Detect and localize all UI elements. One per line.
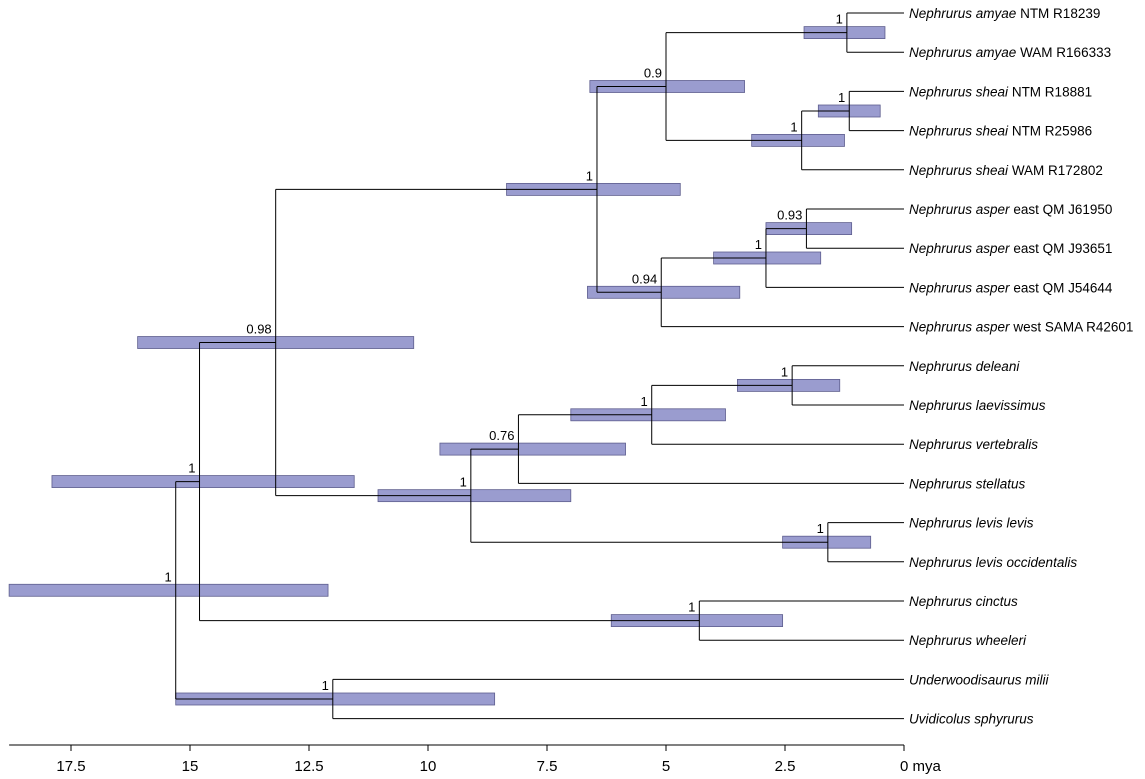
tip-label: Nephrurus levis occidentalis [909,555,1077,570]
tip-taxon-name: Nephrurus asper [909,241,1010,256]
tip-label: Nephrurus amyae WAM R166333 [909,45,1111,60]
tip-label: Nephrurus sheai NTM R25986 [909,124,1092,139]
tip-label: Nephrurus stellatus [909,476,1026,491]
tip-taxon-name: Nephrurus asper [909,202,1010,217]
tip-label: Nephrurus amyae NTM R18239 [909,6,1100,21]
tip-taxon-name: Underwoodisaurus milii [909,672,1050,687]
tip-label: Nephrurus asper east QM J61950 [909,202,1112,217]
support-value-cin_whe: 1 [688,600,695,615]
tip-taxon-name: Nephrurus stellatus [909,476,1026,491]
tip-taxon-name: Nephrurus amyae [909,45,1016,60]
support-value-amy_sheai: 0.9 [644,66,662,81]
support-value-asp_b: 1 [755,237,762,252]
tip-label: Nephrurus sheai WAM R172802 [909,163,1103,178]
tip-label: Nephrurus levis levis [909,516,1034,531]
tip-taxon-name: Uvidicolus sphyrurus [909,712,1034,727]
tip-specimen-id: NTM R18239 [1016,6,1100,21]
hpd-bar-root [8,583,329,597]
tip-label: Nephrurus deleani [909,359,1020,374]
hpd-bar-dlvs [439,442,626,456]
support-value-amyae: 1 [836,12,843,27]
tip-specimen-id: WAM R166333 [1016,45,1111,60]
support-value-outgroup: 1 [322,678,329,693]
tip-taxon-name: Nephrurus levis occidentalis [909,555,1077,570]
axis-tick-label: 0 mya [900,758,942,775]
support-value-asper: 0.94 [632,271,657,286]
hpd-bar-asper [587,285,741,299]
hpd-bars [8,26,886,706]
tip-specimen-id: east QM J54644 [1010,280,1113,295]
axis-tick-label: 10 [420,758,437,775]
axis-tick-label: 7.5 [537,758,558,775]
tip-taxon-name: Nephrurus deleani [909,359,1020,374]
time-axis: 17.5 15 12.5 10 7.5 5 2.5 0 mya [9,744,942,775]
support-value-sheai_in: 1 [838,90,845,105]
tip-taxon-name: Nephrurus laevissimus [909,398,1046,413]
tip-taxon-name: Nephrurus vertebralis [909,437,1038,452]
hpd-bar-nephrurus [51,475,355,488]
support-value-levis: 1 [817,521,824,536]
tip-specimen-id: WAM R172802 [1008,163,1103,178]
support-value-root: 1 [164,569,171,584]
axis-tick-label: 15 [182,758,199,775]
tip-label: Nephrurus vertebralis [909,437,1038,452]
tip-specimen-id: west SAMA R42601 [1010,320,1134,335]
axis-tick-label: 17.5 [56,758,85,775]
tip-specimen-id: east QM J61950 [1010,202,1113,217]
tip-taxon-name: Nephrurus cinctus [909,594,1018,609]
support-value-dlv: 1 [640,394,647,409]
tip-label: Nephrurus cinctus [909,594,1018,609]
tip-label: Nephrurus sheai NTM R18881 [909,84,1092,99]
tip-specimen-id: NTM R18881 [1008,84,1092,99]
tip-taxon-name: Nephrurus amyae [909,6,1016,21]
axis-tick-label: 12.5 [294,758,323,775]
tip-label: Nephrurus asper west SAMA R42601 [909,320,1133,335]
tip-label: Nephrurus asper east QM J54644 [909,280,1113,295]
hpd-bar-amy_sheai [589,80,745,93]
tip-taxon-name: Nephrurus sheai [909,163,1009,178]
tip-taxon-name: Nephrurus levis levis [909,516,1034,531]
tip-taxon-name: Nephrurus asper [909,280,1010,295]
support-value-del_lae: 1 [781,364,788,379]
support-value-dlvs: 0.76 [489,428,514,443]
support-value-knob_upper: 1 [586,168,593,183]
support-value-sheai: 1 [790,119,797,134]
tip-label: Nephrurus laevissimus [909,398,1046,413]
axis-tick-label: 2.5 [775,758,796,775]
tip-taxon-name: Nephrurus sheai [909,124,1009,139]
tree-branches [175,12,904,720]
support-value-nephrurus: 1 [188,461,195,476]
tip-taxon-name: Nephrurus sheai [909,84,1009,99]
tip-label: Uvidicolus sphyrurus [909,712,1034,727]
support-value-asp_a: 0.93 [777,208,802,223]
support-value-knob_lower: 1 [460,475,467,490]
support-value-knob: 0.98 [246,322,271,337]
tip-specimen-id: NTM R25986 [1008,124,1092,139]
support-values: 1 1 1 0.9 0.93 1 0.94 1 1 1 0.76 1 1 0.98 1 1 1 1 [164,12,845,693]
tip-label: Nephrurus wheeleri [909,633,1027,648]
tip-taxon-name: Nephrurus wheeleri [909,633,1027,648]
tip-taxon-name: Nephrurus asper [909,320,1010,335]
axis-tick-label: 5 [662,758,670,775]
tip-label: Nephrurus asper east QM J93651 [909,241,1112,256]
tip-label: Underwoodisaurus milii [909,672,1050,687]
tip-specimen-id: east QM J93651 [1010,241,1113,256]
